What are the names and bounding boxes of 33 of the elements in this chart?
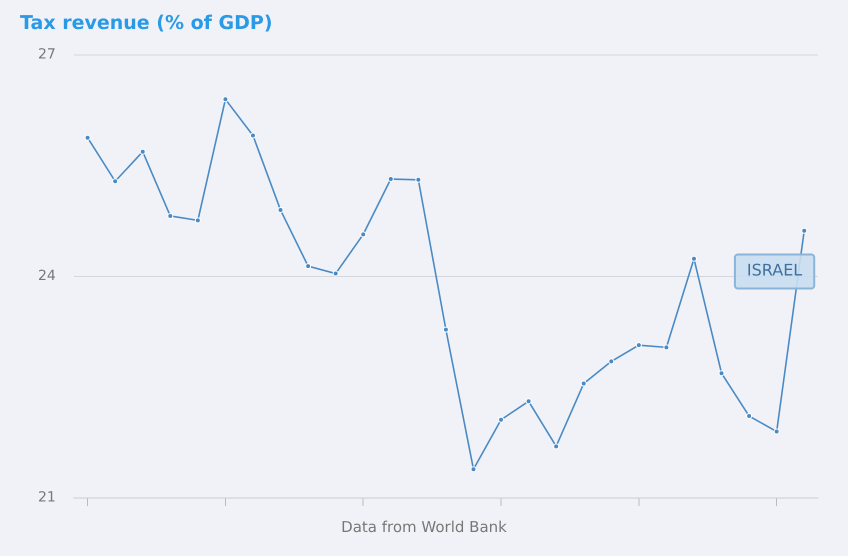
- point: [470, 466, 476, 472]
- text: Data from World Bank: [340, 518, 508, 536]
- point: [663, 344, 670, 350]
- point: [167, 212, 174, 219]
- y-tick-label: 21: [38, 490, 56, 506]
- point: [580, 380, 587, 387]
- point: [194, 217, 201, 224]
- point: [360, 231, 366, 238]
- y-tick-label: 24: [38, 268, 56, 284]
- point: [498, 416, 504, 423]
- point: [442, 326, 449, 333]
- point: [140, 148, 146, 155]
- point: [746, 413, 752, 420]
- point: [305, 263, 312, 270]
- point: [718, 370, 725, 376]
- point: [526, 398, 532, 404]
- point: [801, 228, 808, 234]
- point: [112, 178, 118, 184]
- chart-title: Tax revenue (% of GDP): [20, 12, 273, 34]
- y-tick-label: 27: [38, 46, 56, 63]
- point: [553, 443, 560, 450]
- point: [84, 134, 91, 141]
- point: [636, 342, 642, 348]
- series-label: ISRAEL: [746, 260, 802, 280]
- point: [250, 132, 256, 138]
- point: [332, 270, 339, 277]
- point: [388, 176, 394, 182]
- point: [278, 207, 284, 214]
- point: [608, 358, 614, 364]
- point: [774, 428, 780, 435]
- point: [690, 256, 697, 262]
- point: [415, 176, 422, 183]
- point: [222, 96, 228, 102]
